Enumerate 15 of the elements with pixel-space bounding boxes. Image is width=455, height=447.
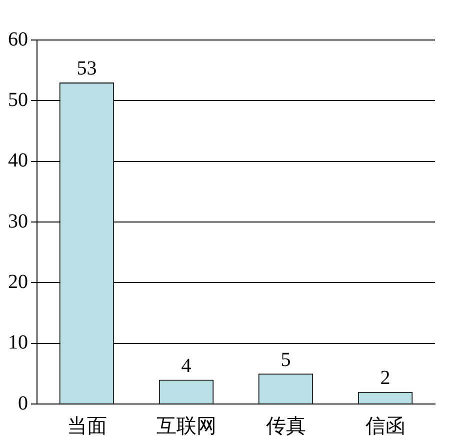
y-tick-label: 60 — [8, 28, 28, 50]
y-tick-label: 20 — [8, 270, 28, 293]
x-tick-label: 传真 — [266, 415, 306, 438]
y-tick-label: 0 — [18, 392, 28, 414]
y-tick-label: 40 — [8, 150, 28, 172]
data-label: 4 — [181, 354, 192, 377]
data-label: 5 — [280, 348, 291, 371]
data-label: 53 — [76, 58, 97, 80]
x-tick-label: 当面 — [66, 415, 107, 438]
y-tick-label: 10 — [8, 332, 28, 354]
x-tick-label: 信函 — [365, 415, 406, 438]
y-tick-label: 50 — [8, 88, 28, 111]
data-label: 2 — [380, 367, 390, 390]
y-tick-label: 30 — [8, 210, 28, 232]
x-tick-label: 互联网 — [156, 415, 216, 438]
